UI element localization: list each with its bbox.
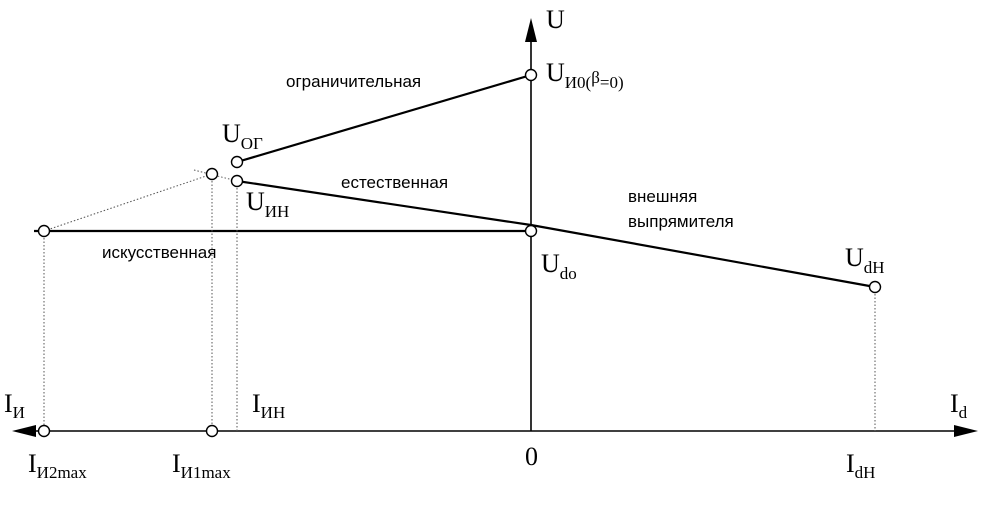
ii-axis-label: IИ [4, 389, 25, 422]
external-curve-label-line2: выпрямителя [628, 212, 734, 231]
dotted-line-upper [43, 173, 213, 232]
point-u-in [230, 174, 244, 188]
natural-curve-label: естественная [341, 173, 448, 192]
limiting-characteristic-line [236, 73, 532, 164]
u-in-label: UИН [246, 187, 289, 221]
id-axis-label: Id [950, 389, 968, 422]
ii-axis-arrow-icon [12, 425, 36, 437]
u-axis-label: U [546, 5, 565, 34]
point-u-i0 [524, 68, 538, 82]
external-curve-label-line1: внешняя [628, 187, 697, 206]
u-axis-arrow-icon [525, 18, 537, 42]
point-u-do [524, 224, 538, 238]
u-i0-label: UИ0(β=0) [546, 58, 624, 92]
limiting-curve-label: ограничительная [286, 72, 421, 91]
natural-characteristic-line [236, 179, 532, 227]
point-i2max [37, 424, 51, 438]
i-dh-label: IdH [846, 449, 875, 482]
i-in-label: IИН [252, 389, 285, 422]
id-axis-arrow-icon [954, 425, 978, 437]
u-og-label: UОГ [222, 119, 263, 153]
i-i2max-label: IИ2max [28, 449, 87, 482]
external-characteristic-line [530, 223, 876, 289]
point-u-dh [868, 280, 882, 294]
point-u-og [230, 155, 244, 169]
i-i1max-label: IИ1max [172, 449, 231, 482]
origin-label: 0 [525, 442, 538, 471]
point-i1max [205, 424, 219, 438]
u-dh-label: UdH [845, 243, 885, 277]
point-extra [205, 167, 219, 181]
u-do-label: Udo [541, 249, 577, 283]
artificial-curve-label: искусственная [102, 243, 216, 262]
point-artificial-left [37, 224, 51, 238]
